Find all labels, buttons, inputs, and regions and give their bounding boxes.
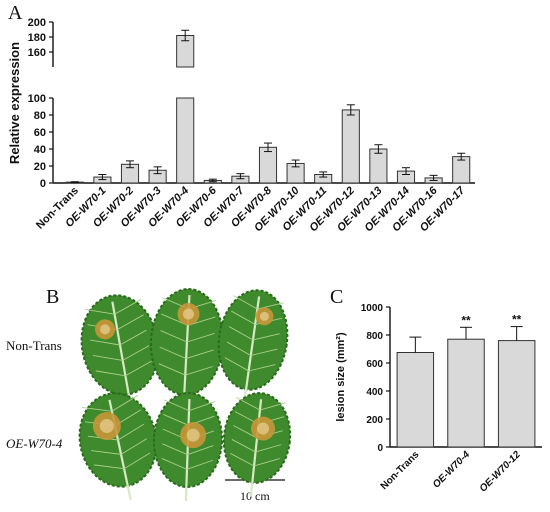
leaf-midrib bbox=[111, 301, 133, 409]
leaf-vein bbox=[117, 314, 144, 331]
leaf-vein bbox=[187, 445, 214, 456]
leaf-vein bbox=[119, 329, 147, 346]
y-tick-label: 160 bbox=[28, 47, 46, 59]
y-tick-label: 800 bbox=[366, 331, 383, 342]
significance-mark: ** bbox=[512, 313, 522, 327]
y-tick-label: 0 bbox=[40, 178, 46, 190]
y-tick-label: 400 bbox=[366, 387, 383, 398]
leaf-vein bbox=[163, 414, 189, 426]
bar bbox=[176, 97, 195, 184]
y-tick-label: 80 bbox=[34, 110, 46, 122]
leaf-vein bbox=[158, 363, 186, 376]
y-tick-label: 200 bbox=[28, 17, 46, 29]
x-tick-label: Non-Trans bbox=[379, 449, 422, 492]
leaf-vein bbox=[248, 364, 276, 372]
leaf bbox=[152, 392, 224, 502]
panel-letter-c: C bbox=[330, 286, 344, 308]
y-tick-label: 180 bbox=[28, 32, 46, 44]
leaf-vein bbox=[236, 397, 261, 411]
row-label-oe-w70-4: OE-W70-4 bbox=[6, 436, 63, 451]
leaf-vein bbox=[111, 395, 138, 412]
y-tick-label: 0 bbox=[377, 443, 383, 454]
leaf-vein bbox=[123, 452, 151, 470]
lesion-center bbox=[259, 311, 269, 321]
leaf-midrib bbox=[184, 398, 191, 502]
leaf-vein bbox=[231, 439, 256, 453]
leaf-vein bbox=[186, 459, 213, 470]
bar bbox=[497, 340, 536, 448]
y-tick-label: 40 bbox=[34, 144, 46, 156]
leaf-vein bbox=[162, 443, 188, 456]
leaf-vein bbox=[185, 366, 213, 376]
leaf-midrib bbox=[249, 399, 263, 497]
x-tick-label: OE-W70-4 bbox=[431, 449, 472, 490]
leaf-vein bbox=[161, 458, 188, 470]
x-tick-label: OE-W70-12 bbox=[478, 449, 523, 494]
leaf-vein bbox=[84, 308, 115, 315]
row-label-non-trans: Non-Trans bbox=[6, 338, 62, 353]
leaf-vein bbox=[120, 438, 148, 455]
leaf-vein bbox=[91, 450, 122, 455]
y-axis-label: lesion size (mm²) bbox=[335, 332, 347, 422]
leaf-vein bbox=[231, 310, 256, 325]
leaf-vein bbox=[159, 346, 187, 359]
leaf bbox=[222, 392, 292, 497]
lesion-center bbox=[100, 324, 111, 335]
lesion-center bbox=[182, 308, 194, 320]
leaf-vein bbox=[226, 341, 252, 356]
leaf-vein bbox=[114, 299, 142, 315]
leaf-vein bbox=[122, 345, 150, 361]
expression-bar-chart: 0 20 40 60 80 100 160 180 200 Relative expression… bbox=[7, 17, 475, 234]
y-tick-label: 1000 bbox=[361, 303, 384, 314]
y-tick-label: 100 bbox=[28, 93, 46, 105]
leaf-vein bbox=[90, 339, 121, 346]
leaf-vein bbox=[255, 444, 282, 453]
leaf-vein bbox=[117, 423, 145, 441]
significance-mark: ** bbox=[461, 313, 471, 327]
y-tick-label: 600 bbox=[366, 359, 383, 370]
leaf-vein bbox=[252, 333, 280, 341]
leaf-vein bbox=[233, 425, 258, 439]
y-axis-label: Relative expression bbox=[7, 42, 22, 164]
leaf-vein bbox=[163, 399, 190, 412]
bar bbox=[447, 338, 485, 448]
leaf-vein bbox=[230, 453, 255, 467]
leaf-vein bbox=[188, 401, 216, 412]
leaf bbox=[217, 289, 289, 404]
lesion-center bbox=[186, 428, 200, 442]
y-tick-label: 200 bbox=[366, 415, 383, 426]
leaf-vein bbox=[125, 360, 152, 377]
leaf-vein bbox=[253, 458, 280, 467]
leaf-vein bbox=[160, 330, 188, 343]
panel-letter-a: A bbox=[8, 2, 23, 24]
leaf-vein bbox=[224, 357, 249, 372]
leaf-vein bbox=[186, 332, 215, 343]
leaf-vein bbox=[92, 355, 123, 361]
y-tick-label: 60 bbox=[34, 127, 46, 139]
lesion-center bbox=[257, 422, 270, 435]
leaf-vein bbox=[81, 406, 112, 412]
bar bbox=[396, 352, 435, 448]
panel-letter-b: B bbox=[46, 286, 60, 308]
leaf-vein bbox=[185, 349, 214, 359]
leaf bbox=[78, 392, 158, 500]
y-tick-label: 20 bbox=[34, 161, 46, 173]
leaf-vein bbox=[233, 295, 258, 310]
scale-bar-label: 10 cm bbox=[240, 489, 270, 503]
leaf-vein bbox=[95, 370, 126, 377]
leaf-vein bbox=[250, 348, 278, 356]
leaf-vein bbox=[94, 464, 125, 470]
lesion-center bbox=[99, 419, 114, 434]
leaf-vein bbox=[259, 402, 286, 411]
lesion-size-bar-chart: 0 200 400 600 800 1000 lesion size (mm²) Non-Tr… bbox=[335, 303, 542, 494]
leaf-vein bbox=[228, 326, 254, 341]
leaf bbox=[149, 288, 225, 409]
